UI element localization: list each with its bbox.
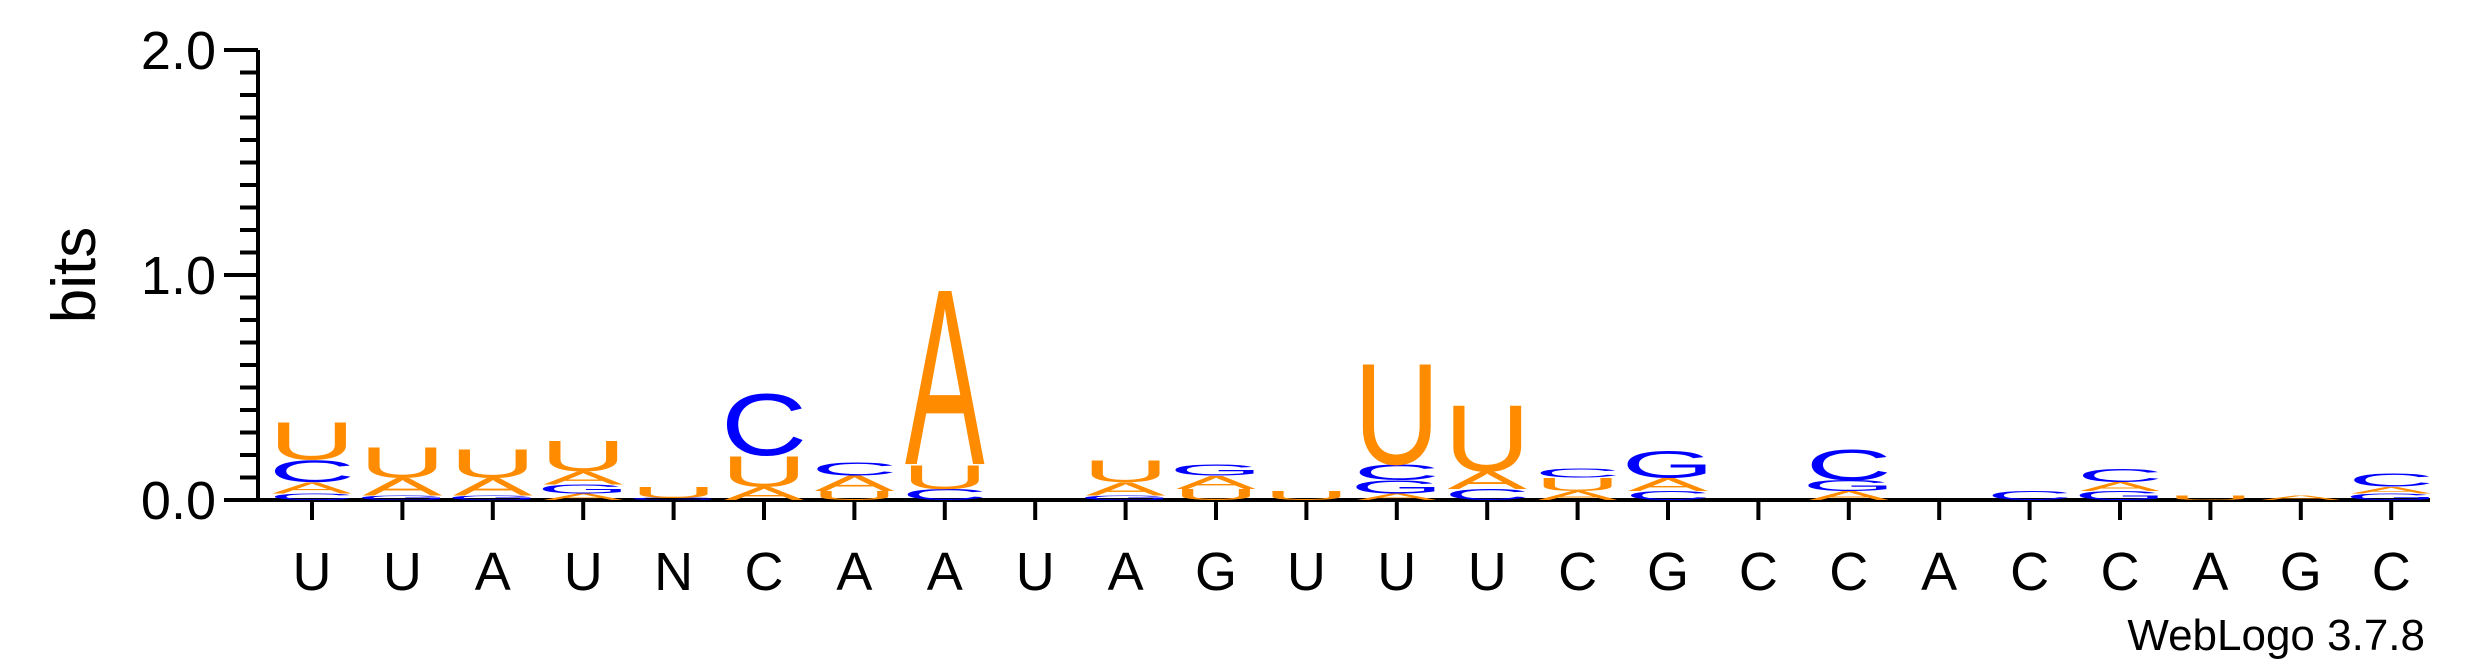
x-tick-label: A bbox=[2192, 542, 2228, 602]
logo-letter-C: C bbox=[1534, 466, 1620, 480]
logo-letter-C: C bbox=[1986, 489, 2072, 503]
x-tick-label: G bbox=[2280, 542, 2322, 602]
logo-letter-U: U bbox=[721, 447, 807, 496]
x-tick-label: C bbox=[1739, 542, 1778, 602]
logo-letter-U: U bbox=[2167, 494, 2253, 501]
logo-letter-A: A bbox=[1809, 489, 1889, 503]
logo-letter-A: A bbox=[363, 473, 443, 501]
logo-letter-A: A bbox=[453, 473, 533, 501]
y-tick-label: 0.0 bbox=[141, 471, 216, 531]
logo-letter-U: U bbox=[1534, 474, 1620, 495]
logo-letter-A: A bbox=[2080, 480, 2160, 494]
logo-letter-G: G bbox=[2345, 491, 2438, 502]
x-tick-label: C bbox=[2010, 542, 2049, 602]
x-tick-label: A bbox=[1921, 542, 1957, 602]
x-tick-label: A bbox=[836, 542, 872, 602]
logo-letter-C: C bbox=[1625, 489, 1711, 503]
logo-letter-U: U bbox=[1082, 454, 1168, 489]
logo-letter-U: U bbox=[269, 411, 355, 471]
x-tick-label: U bbox=[1468, 542, 1507, 602]
logo-letter-A: A bbox=[2351, 485, 2431, 496]
x-tick-label: U bbox=[293, 542, 332, 602]
logo-letter-A: A bbox=[1628, 474, 1708, 495]
logo-letter-U: U bbox=[1444, 386, 1530, 491]
logo-letter-A: A bbox=[905, 237, 985, 518]
logo-letter-C: C bbox=[269, 491, 355, 502]
x-tick-label: C bbox=[2101, 542, 2140, 602]
x-tick-label: A bbox=[475, 542, 511, 602]
logo-letter-U: U bbox=[811, 489, 897, 503]
axes: 0.0 1.0 2.0 bbox=[141, 21, 2430, 531]
logo-letter-A: A bbox=[543, 491, 623, 502]
logo-letter-A: A bbox=[2261, 494, 2341, 501]
logo-letter-C: C bbox=[902, 486, 988, 504]
logo-letter-C: C bbox=[721, 376, 807, 474]
x-tick-label: U bbox=[1287, 542, 1326, 602]
logo-letter-G: G bbox=[1079, 494, 1172, 501]
x-tick-label: U bbox=[1377, 542, 1416, 602]
y-tick-label: 1.0 bbox=[141, 246, 216, 306]
logo-letter-C: C bbox=[2348, 470, 2434, 491]
logo-letter-U: U bbox=[450, 440, 536, 486]
logo-letter-A: A bbox=[1086, 479, 1166, 500]
x-tick-label: C bbox=[745, 542, 784, 602]
x-tick-label: U bbox=[564, 542, 603, 602]
logo-letter-C: C bbox=[1806, 441, 1892, 490]
x-tick-label: U bbox=[1016, 542, 1055, 602]
logo-letter-C: C bbox=[811, 458, 897, 479]
logo-letter-A: A bbox=[815, 471, 896, 496]
x-tick-label: C bbox=[2372, 542, 2411, 602]
x-tick-label: G bbox=[1195, 542, 1237, 602]
x-tick-label: A bbox=[927, 542, 963, 602]
logo-letter-C: C bbox=[1444, 486, 1530, 504]
x-tick-label: A bbox=[1108, 542, 1144, 602]
x-tick-label: C bbox=[1558, 542, 1597, 602]
y-tick-label: 2.0 bbox=[141, 21, 216, 81]
logo-letter-G: G bbox=[446, 494, 539, 501]
logo-letter-A: A bbox=[1447, 466, 1527, 494]
x-tick-label: N bbox=[654, 542, 693, 602]
weblogo-credit: WebLogo 3.7.8 bbox=[2127, 611, 2425, 660]
logo-letter-U: U bbox=[1263, 489, 1349, 503]
logo-letter-A: A bbox=[272, 479, 352, 497]
logo-letter-U: U bbox=[540, 432, 626, 481]
logo-letter-U: U bbox=[630, 484, 716, 502]
logo-letter-A: A bbox=[1357, 491, 1437, 502]
logo-letter-C: C bbox=[2077, 465, 2163, 486]
logo-letter-U: U bbox=[1173, 486, 1259, 504]
logo-letter-G: G bbox=[2074, 489, 2167, 503]
logo-letter-A: A bbox=[1176, 472, 1256, 493]
logo-letter-C: C bbox=[269, 454, 355, 489]
y-axis-label: bits bbox=[40, 227, 109, 323]
logo-letter-G: G bbox=[1622, 443, 1715, 485]
logo-letter-U: U bbox=[359, 438, 445, 487]
logo-letter-G: G bbox=[1802, 477, 1895, 495]
x-tick-label: U bbox=[383, 542, 422, 602]
logo-letter-G: G bbox=[627, 497, 720, 500]
logo-letter-G: G bbox=[1170, 461, 1263, 479]
logo-letter-U: U bbox=[1354, 334, 1440, 495]
logo-letter-A: A bbox=[724, 483, 804, 504]
logo-letter-G: G bbox=[1350, 476, 1443, 497]
logo-letter-G: G bbox=[356, 494, 449, 501]
x-tick-label: G bbox=[1647, 542, 1689, 602]
logo-letter-A: A bbox=[1538, 489, 1618, 503]
logo-letter-G: G bbox=[537, 482, 630, 496]
logo-letter-C: C bbox=[1354, 460, 1440, 485]
logo-letter-A: A bbox=[543, 467, 623, 488]
logo-letter-U: U bbox=[902, 457, 988, 496]
x-tick-label: C bbox=[1829, 542, 1868, 602]
